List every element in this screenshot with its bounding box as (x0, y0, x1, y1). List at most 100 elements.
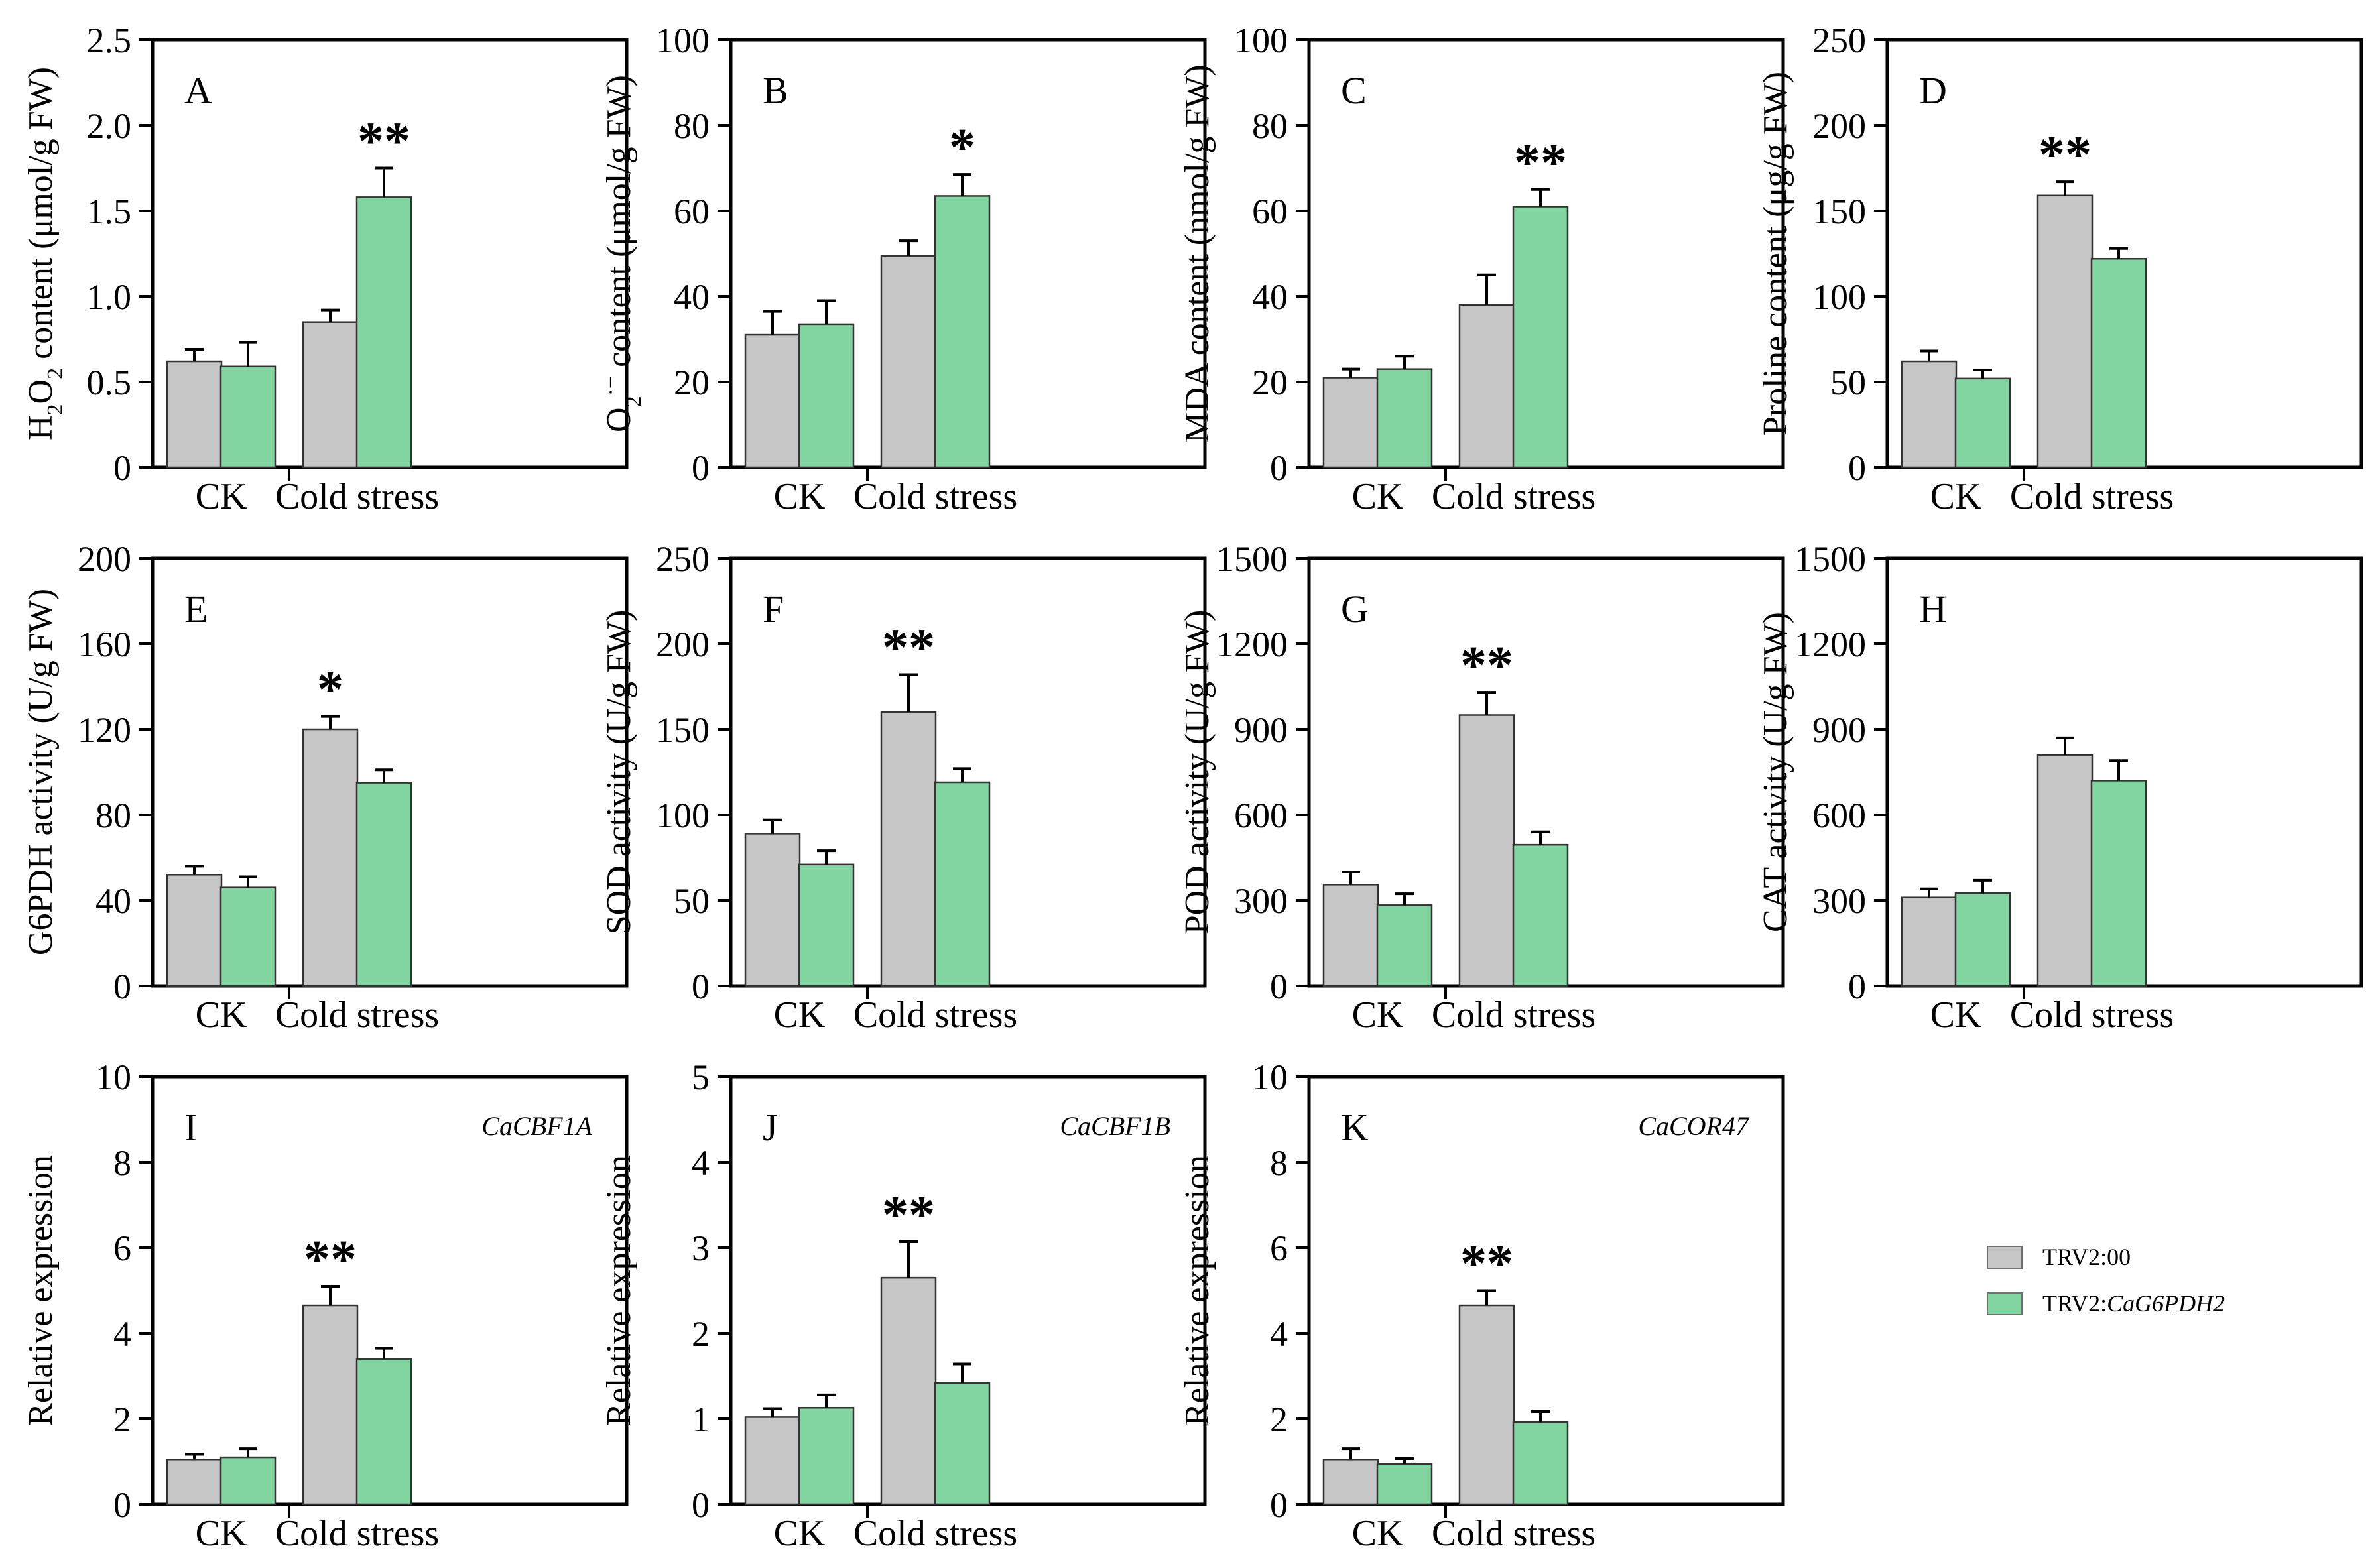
y-tick-label: 6 (113, 1229, 131, 1268)
y-tick-label: 20 (1252, 363, 1288, 402)
error-bar (1342, 871, 1360, 885)
y-tick-label: 0 (1270, 967, 1288, 1006)
bar-trv2-00-ck (1322, 1459, 1379, 1506)
y-axis-title: O2·− content (μmol/g FW) (599, 75, 646, 432)
error-bar (239, 341, 257, 367)
y-tick-label: 50 (674, 881, 710, 921)
bar-trv2-00-ck (166, 1459, 223, 1506)
error-bar (321, 715, 340, 729)
bar-trv2-cag6pdh2-cold-stress (2090, 780, 2147, 987)
panel-k: 0 2 4 6 8 10 CK Cold stress K CaCOR47 ** Relative e… (1178, 1057, 1785, 1554)
bar-trv2-cag6pdh2-cold-stress (934, 1382, 991, 1506)
y-tick-label: 150 (656, 710, 710, 750)
y-tick-label: 200 (656, 625, 710, 664)
error-bar (375, 166, 393, 198)
bar-trv2-00-ck (166, 874, 223, 987)
y-tick-label: 600 (1812, 796, 1866, 835)
y-tick-label: 0.5 (87, 363, 132, 402)
legend-label-gene: CaG6PDH2 (2107, 1290, 2225, 1317)
y-tick-label: 200 (1812, 106, 1866, 146)
y-tick-label: 3 (692, 1229, 710, 1268)
significance-stars: * (317, 661, 344, 719)
y-tick-label: 20 (674, 363, 710, 402)
y-tick-label: 0 (1270, 1485, 1288, 1525)
bar-trv2-00-cold-stress (302, 728, 359, 987)
bar-trv2-cag6pdh2-cold-stress (2090, 257, 2147, 469)
significance-stars: ** (882, 1186, 935, 1244)
y-axis-title: Proline content (μg/g FW) (1757, 72, 1794, 436)
error-bar (1342, 367, 1360, 378)
panel-b: 0 20 40 60 80 100 CK Cold stress B * O2·− content … (599, 21, 1207, 517)
significance-stars: ** (1514, 134, 1567, 192)
legend-swatch-trv2-00 (1987, 1245, 2023, 1269)
error-bar (2056, 736, 2074, 755)
y-tick-label: 40 (674, 277, 710, 317)
bar-trv2-00-cold-stress (2036, 194, 2094, 469)
y-tick-label: 600 (1234, 796, 1288, 835)
y-tick-label: 8 (1270, 1143, 1288, 1183)
y-axis-title: CAT activity (U/g FW) (1757, 612, 1794, 932)
panel-letter: F (763, 587, 784, 631)
panel-f: 0 50 100 150 200 250 CK Cold stress F ** SOD activ… (600, 539, 1207, 1036)
bar-trv2-00-cold-stress (880, 1276, 937, 1506)
error-bar (239, 875, 257, 888)
legend-item-trv2-00: TRV2:00 (1987, 1244, 2225, 1270)
x-category-label: CK (1352, 995, 1404, 1036)
y-tick-label: 40 (95, 881, 131, 921)
significance-stars: ** (304, 1231, 357, 1289)
y-tick-label: 200 (78, 539, 131, 579)
significance-stars: * (949, 119, 975, 177)
x-category-label: CK (196, 995, 247, 1036)
bar-trv2-cag6pdh2-ck (219, 365, 277, 469)
panel-h: 0 300 600 900 1200 1500 CK Cold stress H CAT acti… (1757, 539, 2363, 1036)
y-tick-label: 60 (674, 192, 710, 231)
error-bar (185, 347, 204, 362)
y-tick-label: 0 (692, 967, 710, 1006)
panel-letter: C (1341, 69, 1367, 112)
y-tick-label: 0 (692, 448, 710, 488)
x-category-label: Cold stress (1432, 476, 1595, 517)
y-tick-label: 1 (692, 1400, 710, 1439)
y-tick-label: 100 (656, 21, 710, 60)
gene-label: CaCBF1A (481, 1111, 592, 1141)
y-tick-label: 80 (95, 796, 131, 835)
y-tick-label: 120 (78, 710, 131, 750)
panel-letter: I (184, 1106, 197, 1149)
error-bar (953, 767, 971, 782)
panel-letter: G (1341, 587, 1369, 631)
bar-trv2-cag6pdh2-ck (798, 1406, 855, 1506)
x-category-label: Cold stress (853, 1513, 1017, 1554)
x-category-label: CK (774, 995, 826, 1036)
bar-trv2-00-cold-stress (1458, 714, 1515, 987)
y-tick-label: 250 (1812, 21, 1866, 60)
bar-trv2-00-cold-stress (1458, 304, 1515, 469)
panel-letter: D (1919, 69, 1947, 112)
y-axis-title: Relative expression (22, 1155, 60, 1426)
y-tick-label: 160 (78, 625, 131, 664)
y-tick-label: 80 (674, 106, 710, 146)
y-tick-label: 1.5 (87, 192, 132, 231)
error-bar (185, 1453, 204, 1460)
bar-trv2-cag6pdh2-cold-stress (1512, 206, 1569, 469)
error-bar (1920, 349, 1938, 362)
error-bar (817, 1393, 836, 1408)
x-category-label: Cold stress (2010, 995, 2174, 1036)
y-tick-label: 1500 (1216, 539, 1288, 579)
panel-e: 0 40 80 120 160 200 CK Cold stress E * G6PDH activ… (22, 539, 629, 1036)
y-axis-title: SOD activity (U/g FW) (600, 610, 638, 935)
y-tick-label: 0 (1848, 967, 1866, 1006)
error-bar (763, 1407, 782, 1417)
y-tick-label: 2 (692, 1314, 710, 1354)
y-axis-title: POD activity (U/g FW) (1178, 610, 1216, 935)
panel-c: 0 20 40 60 80 100 CK Cold stress C ** MDA content … (1178, 21, 1785, 517)
x-category-label: Cold stress (275, 476, 439, 517)
y-tick-label: 100 (656, 796, 710, 835)
gene-label: CaCOR47 (1638, 1111, 1750, 1141)
error-bar (1973, 878, 1992, 894)
error-bar (239, 1447, 257, 1458)
x-category-label: CK (196, 476, 247, 517)
bar-trv2-00-ck (744, 1416, 801, 1506)
y-tick-label: 100 (1812, 277, 1866, 317)
y-axis-title: H2O2 content (μmol/g FW) (22, 67, 68, 440)
